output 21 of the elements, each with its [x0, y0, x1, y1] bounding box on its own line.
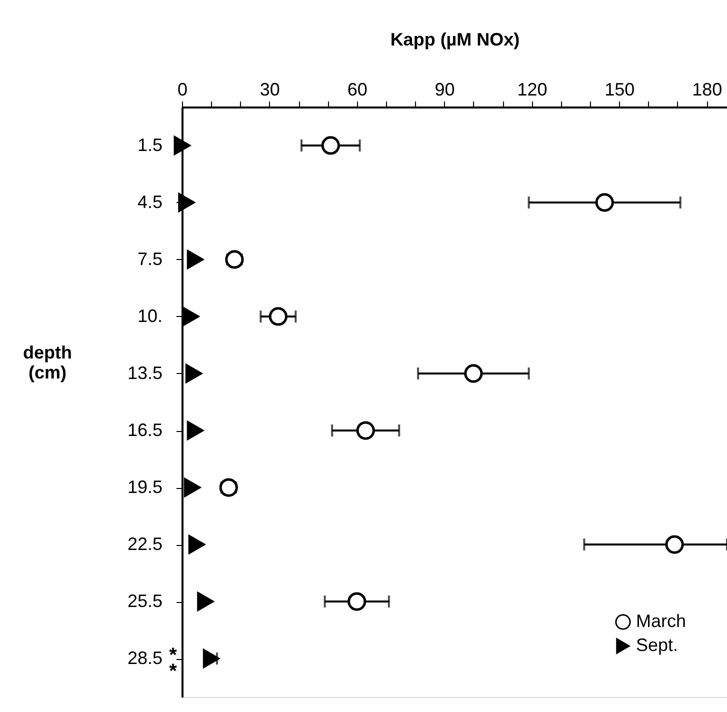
- x-tick-label: 150: [604, 80, 635, 100]
- x-tick-label: 120: [517, 80, 548, 100]
- y-tick-label: 4.5: [137, 192, 162, 212]
- y-tick-label: 25.5: [127, 591, 162, 612]
- x-tick-label: 60: [347, 80, 368, 100]
- x-tick-label: 90: [434, 80, 455, 100]
- y-axis-title: depth (cm): [23, 342, 72, 382]
- y-tick-label: 19.5: [127, 477, 162, 498]
- y-tick-label: 7.5: [137, 248, 162, 269]
- x-tick-label: 0: [177, 80, 188, 100]
- y-tick-label: 13.5: [127, 363, 162, 383]
- y-tick-label: 28.5: [127, 648, 162, 668]
- x-axis-title: Kapp (µM NOx): [390, 30, 520, 50]
- x-tick-label: 30: [260, 80, 280, 100]
- y-tick-label: 1.5: [137, 134, 162, 155]
- x-tick-label: 180: [692, 80, 722, 100]
- y-tick-label: 16.5: [127, 420, 162, 440]
- y-tick-label: 10.: [137, 306, 162, 326]
- legend-label: March: [636, 611, 686, 631]
- legend-label: Sept.: [636, 635, 678, 655]
- y-tick-label: 22.5: [127, 534, 162, 554]
